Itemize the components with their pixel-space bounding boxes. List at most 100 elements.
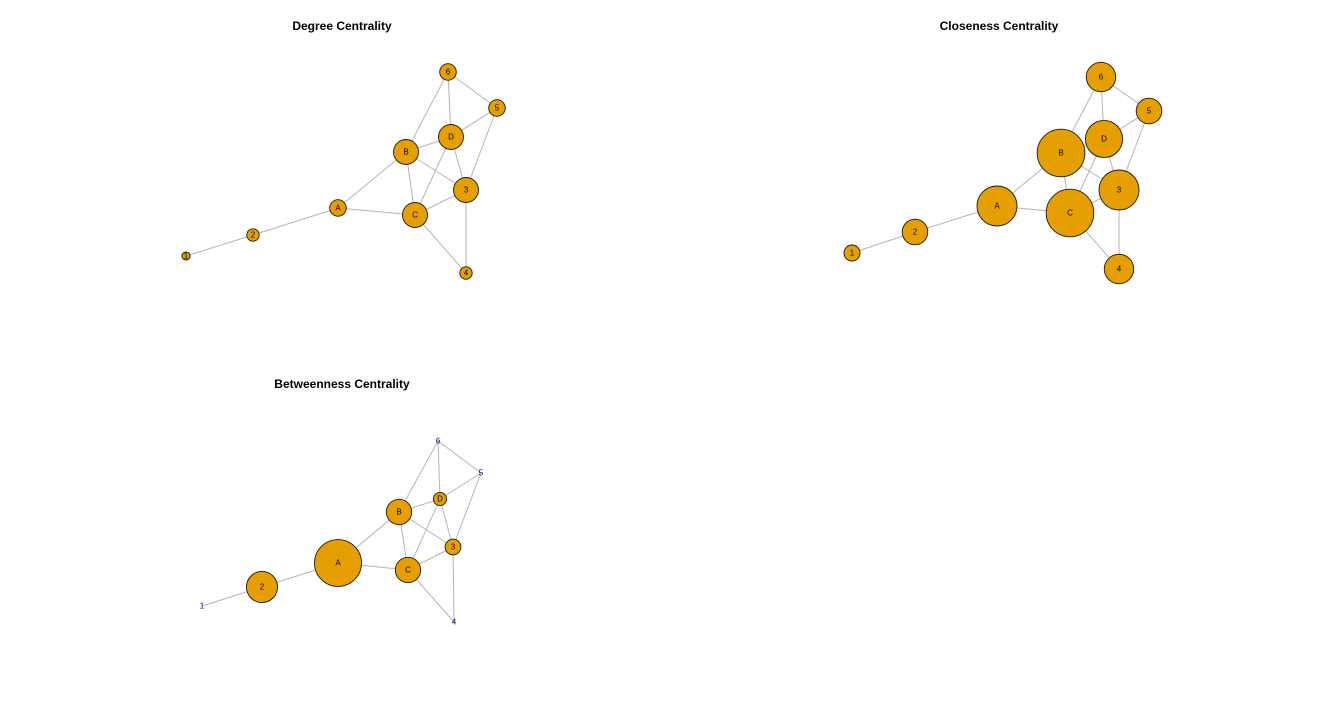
- node-A: A: [329, 199, 347, 217]
- node-C-circle: [1045, 188, 1095, 238]
- betweenness-panel-title: Betweenness Centrality: [274, 377, 410, 391]
- edge-D-6: [437, 440, 441, 500]
- node-4-circle: [459, 266, 473, 280]
- node-D: D: [1084, 119, 1124, 159]
- node-4: 4: [452, 618, 457, 627]
- node-B-circle: [1036, 128, 1086, 178]
- closeness-edges: [851, 76, 1150, 270]
- node-B-label: B: [403, 148, 408, 157]
- edge-B-6: [405, 71, 449, 153]
- edge-B-6: [398, 440, 439, 513]
- node-C-circle: [394, 556, 422, 584]
- node-5: 5: [488, 99, 506, 117]
- node-3-label: 3: [451, 543, 456, 552]
- node-A: A: [314, 539, 362, 587]
- node-3-circle: [453, 177, 479, 203]
- node-6: 6: [439, 63, 457, 81]
- node-2-label: 2: [260, 583, 265, 592]
- node-2: 2: [245, 570, 279, 604]
- node-4-label: 4: [464, 269, 469, 278]
- node-1: 1: [181, 251, 191, 261]
- edge-1-2: [185, 234, 254, 257]
- node-2: 2: [246, 228, 260, 242]
- node-4: 4: [459, 266, 473, 280]
- node-D-label: D: [1101, 135, 1107, 144]
- node-6: 6: [1085, 61, 1117, 93]
- node-6-circle: [1085, 61, 1117, 93]
- node-A-label: A: [335, 559, 341, 568]
- node-1-circle: [181, 251, 191, 261]
- edge-5-6: [437, 440, 482, 474]
- node-C: C: [1045, 188, 1095, 238]
- node-5: 5: [479, 469, 484, 478]
- node-D: D: [438, 124, 464, 150]
- betweenness-edges: [201, 440, 482, 623]
- node-5-label: 5: [1147, 107, 1152, 116]
- edge-C-D: [414, 136, 452, 216]
- node-C-label: C: [1067, 209, 1073, 218]
- node-3-circle: [1098, 169, 1140, 211]
- node-1-label: 1: [850, 249, 855, 258]
- node-B-label: B: [396, 508, 401, 517]
- node-B: B: [385, 498, 413, 526]
- edge-5-6: [447, 71, 498, 109]
- node-C-label: C: [405, 566, 411, 575]
- node-A-circle: [314, 539, 362, 587]
- degree-panel-title: Degree Centrality: [292, 19, 392, 33]
- node-A-circle: [329, 199, 347, 217]
- edge-D-5: [439, 472, 482, 500]
- node-A-label: A: [994, 202, 1000, 211]
- node-C: C: [394, 556, 422, 584]
- node-C-circle: [402, 202, 428, 228]
- node-3: 3: [453, 177, 479, 203]
- node-1: 1: [843, 244, 861, 262]
- edge-3-5: [465, 107, 498, 191]
- node-6: 6: [436, 437, 441, 446]
- node-1-circle: [843, 244, 861, 262]
- degree-panel: 1 2 A B C D 3 4 5 6 Degree Centrality: [181, 19, 506, 280]
- node-5-circle: [488, 99, 506, 117]
- node-A: A: [976, 185, 1018, 227]
- node-B: B: [393, 139, 419, 165]
- node-5-label: 5: [495, 104, 500, 113]
- node-3-circle: [444, 538, 462, 556]
- node-C: C: [402, 202, 428, 228]
- node-4: 4: [1103, 253, 1135, 285]
- node-1: 1: [200, 602, 205, 611]
- node-6-label: 6: [1099, 73, 1104, 82]
- closeness-panel-title: Closeness Centrality: [940, 19, 1059, 33]
- node-D: D: [432, 491, 448, 507]
- node-A-label: A: [335, 204, 341, 213]
- node-1-label: 1: [200, 602, 205, 611]
- node-4-label: 4: [452, 618, 457, 627]
- closeness-nodes: 1 2 A B C D 3 4 5 6: [843, 61, 1163, 285]
- node-3: 3: [444, 538, 462, 556]
- node-6-label: 6: [446, 68, 451, 77]
- node-5-label: 5: [479, 469, 484, 478]
- edge-2-A: [252, 207, 339, 236]
- node-5-circle: [1135, 97, 1163, 125]
- node-B-label: B: [1058, 149, 1063, 158]
- node-6-label: 6: [436, 437, 441, 446]
- closeness-panel: 1 2 A B C D 3 4 5 6 Closeness Centrality: [843, 19, 1163, 285]
- edge-A-B: [337, 151, 407, 209]
- betweenness-nodes: 1 2 A B C D 3 4 5 6: [200, 437, 484, 627]
- node-3-label: 3: [464, 186, 469, 195]
- node-3: 3: [1098, 169, 1140, 211]
- node-1-label: 1: [184, 252, 189, 261]
- node-2-circle: [246, 228, 260, 242]
- node-D-circle: [438, 124, 464, 150]
- node-D-label: D: [437, 495, 443, 504]
- node-A-circle: [976, 185, 1018, 227]
- node-D-circle: [432, 491, 448, 507]
- edge-3-4: [452, 546, 455, 623]
- node-D-label: D: [448, 133, 454, 142]
- node-4-label: 4: [1117, 265, 1122, 274]
- node-2-label: 2: [913, 228, 918, 237]
- betweenness-panel: 1 2 A B C D 3 4 5 6 Betweenness Centrality: [200, 377, 484, 627]
- node-5: 5: [1135, 97, 1163, 125]
- node-C-label: C: [412, 211, 418, 220]
- node-2-circle: [245, 570, 279, 604]
- node-2-label: 2: [251, 231, 256, 240]
- node-D-circle: [1084, 119, 1124, 159]
